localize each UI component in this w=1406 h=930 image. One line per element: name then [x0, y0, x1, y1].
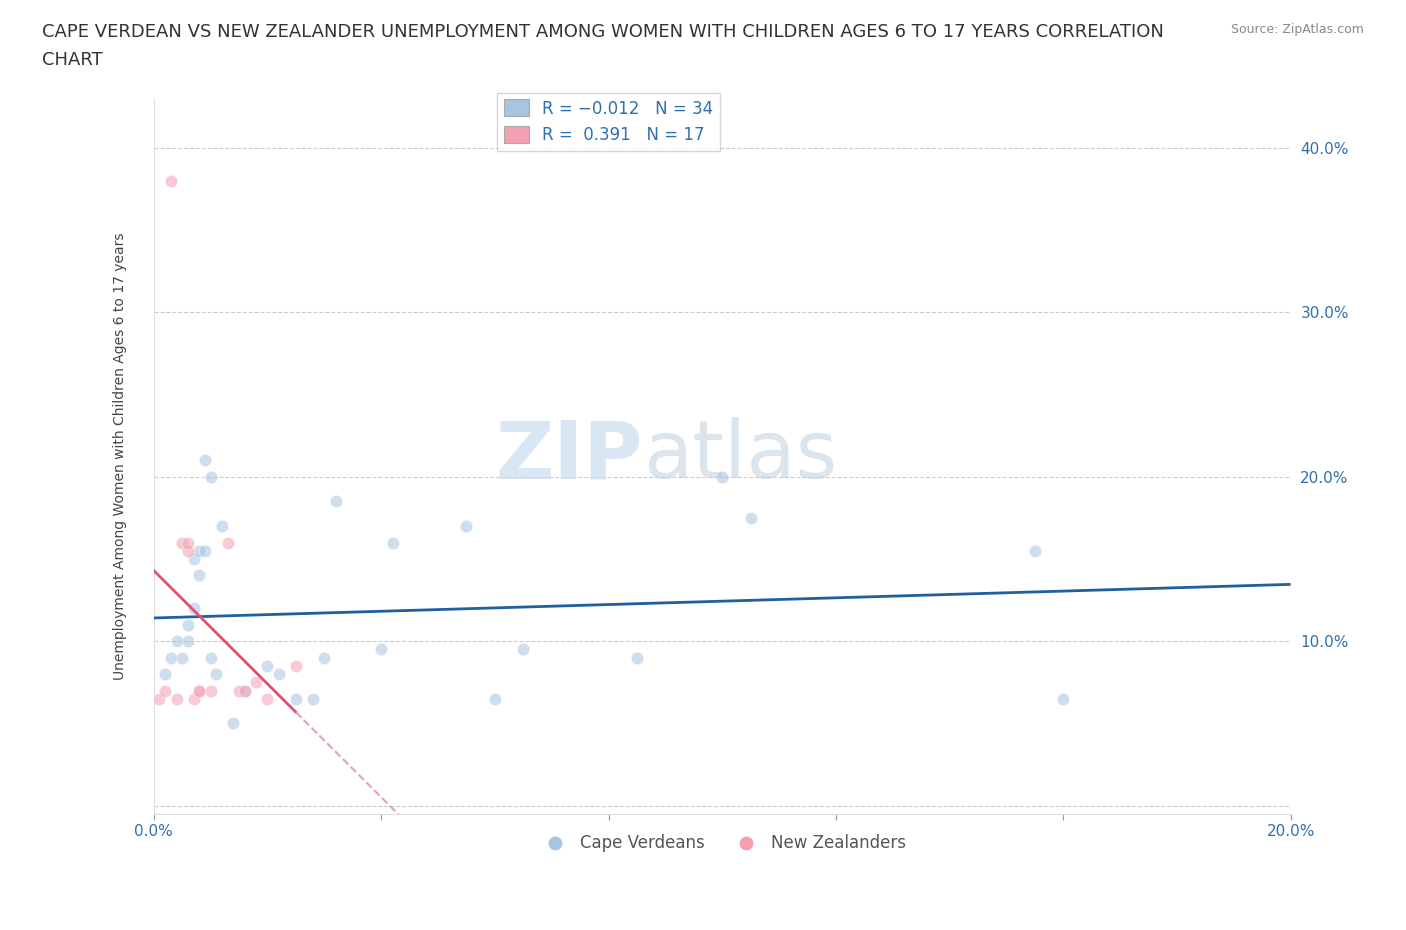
Point	[256, 691, 278, 706]
Point	[188, 684, 211, 698]
Point	[711, 470, 734, 485]
Point	[284, 691, 307, 706]
Text: Source: ZipAtlas.com: Source: ZipAtlas.com	[1230, 23, 1364, 36]
Point	[188, 568, 211, 583]
Point	[200, 470, 222, 485]
Point	[177, 618, 200, 632]
Point	[370, 642, 392, 657]
Point	[160, 650, 183, 665]
Point	[172, 535, 194, 550]
Point	[284, 658, 307, 673]
Point	[512, 642, 534, 657]
Point	[153, 667, 176, 682]
Legend: Cape Verdeans, New Zealanders: Cape Verdeans, New Zealanders	[531, 828, 912, 859]
Point	[740, 511, 762, 525]
Point	[222, 716, 245, 731]
Point	[233, 684, 256, 698]
Point	[626, 650, 648, 665]
Point	[484, 691, 506, 706]
Point	[228, 684, 250, 698]
Point	[183, 691, 205, 706]
Point	[148, 691, 170, 706]
Point	[314, 650, 336, 665]
Point	[183, 551, 205, 566]
Point	[200, 684, 222, 698]
Point	[177, 535, 200, 550]
Point	[1052, 691, 1074, 706]
Point	[200, 650, 222, 665]
Point	[217, 535, 239, 550]
Text: CHART: CHART	[42, 51, 103, 69]
Text: ZIP: ZIP	[495, 418, 643, 496]
Point	[194, 453, 217, 468]
Point	[245, 675, 267, 690]
Point	[160, 174, 183, 189]
Point	[325, 494, 347, 509]
Point	[211, 519, 233, 534]
Point	[1024, 543, 1046, 558]
Point	[256, 658, 278, 673]
Point	[166, 691, 188, 706]
Point	[166, 633, 188, 648]
Point	[456, 519, 478, 534]
Point	[183, 601, 205, 616]
Point	[177, 543, 200, 558]
Point	[188, 543, 211, 558]
Point	[153, 684, 176, 698]
Point	[302, 691, 325, 706]
Point	[177, 633, 200, 648]
Point	[381, 535, 404, 550]
Text: atlas: atlas	[643, 418, 837, 496]
Y-axis label: Unemployment Among Women with Children Ages 6 to 17 years: Unemployment Among Women with Children A…	[114, 232, 128, 680]
Point	[267, 667, 290, 682]
Point	[172, 650, 194, 665]
Point	[205, 667, 228, 682]
Point	[188, 684, 211, 698]
Text: CAPE VERDEAN VS NEW ZEALANDER UNEMPLOYMENT AMONG WOMEN WITH CHILDREN AGES 6 TO 1: CAPE VERDEAN VS NEW ZEALANDER UNEMPLOYME…	[42, 23, 1164, 41]
Point	[194, 543, 217, 558]
Point	[233, 684, 256, 698]
